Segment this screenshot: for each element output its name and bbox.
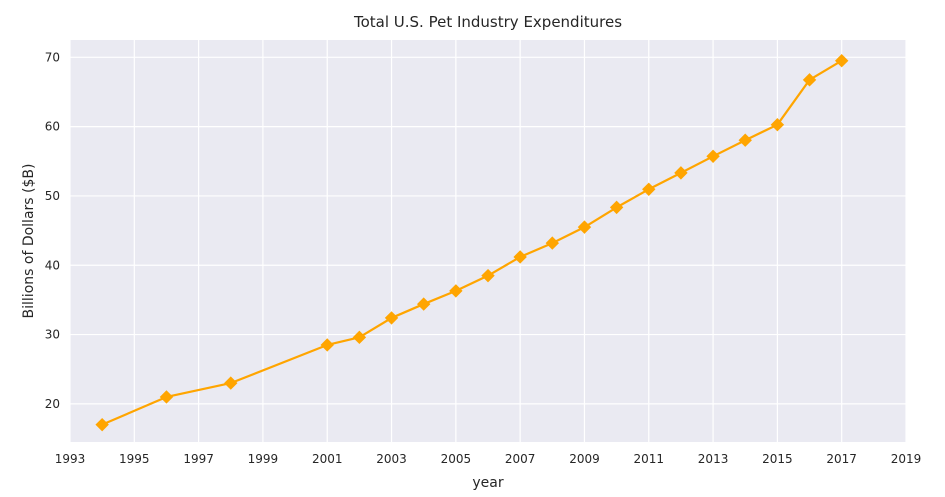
data-point: [449, 284, 463, 298]
x-tick-label: 1993: [55, 452, 86, 466]
y-tick-label: 20: [45, 397, 60, 411]
data-point: [802, 73, 817, 87]
data-point: [224, 376, 238, 390]
x-tick-label: 2011: [633, 452, 664, 466]
data-point: [481, 268, 495, 283]
data-point: [674, 166, 688, 180]
y-tick-label: 40: [45, 258, 60, 272]
x-tick-label: 2003: [376, 452, 407, 466]
data-point: [738, 133, 752, 147]
data-point: [545, 236, 560, 250]
grid-lines: [69, 40, 907, 442]
data-point: [95, 417, 109, 432]
x-tick-label: 1997: [183, 452, 214, 466]
data-point: [577, 220, 592, 234]
data-point: [352, 330, 367, 345]
x-tick-label: 2009: [569, 452, 600, 466]
data-point: [320, 338, 334, 352]
y-tick-label: 50: [45, 189, 60, 203]
data-point: [770, 117, 785, 132]
data-point: [642, 182, 656, 197]
y-axis-label: Billions of Dollars ($B): [21, 164, 37, 319]
x-tick-label: 2005: [441, 452, 472, 466]
data-point: [609, 200, 624, 215]
data-point: [513, 250, 527, 264]
y-tick-label: 30: [45, 328, 60, 342]
data-point: [159, 390, 174, 404]
x-tick-label: 2017: [826, 452, 857, 466]
x-tick-label: 1999: [248, 452, 279, 466]
plot-area: [70, 40, 906, 442]
y-tick-label: 60: [45, 120, 60, 134]
x-tick-label: 2013: [698, 452, 729, 466]
data-point: [706, 149, 720, 164]
data-point: [834, 54, 849, 68]
y-tick-label: 70: [45, 50, 60, 64]
x-tick-label: 2001: [312, 452, 343, 466]
data-point: [416, 297, 431, 311]
x-tick-label: 1995: [119, 452, 150, 466]
data-point: [384, 311, 399, 325]
series-layer: [95, 54, 849, 432]
x-tick-label: 2015: [762, 452, 793, 466]
x-tick-label: 2019: [891, 452, 922, 466]
chart-title: Total U.S. Pet Industry Expenditures: [353, 13, 622, 31]
x-tick-label: 2007: [505, 452, 536, 466]
x-axis-label: year: [472, 475, 503, 491]
tick-labels: 1993 1995 1997 1999 2001 2003 2005 2007 2009 2011…: [45, 50, 922, 466]
